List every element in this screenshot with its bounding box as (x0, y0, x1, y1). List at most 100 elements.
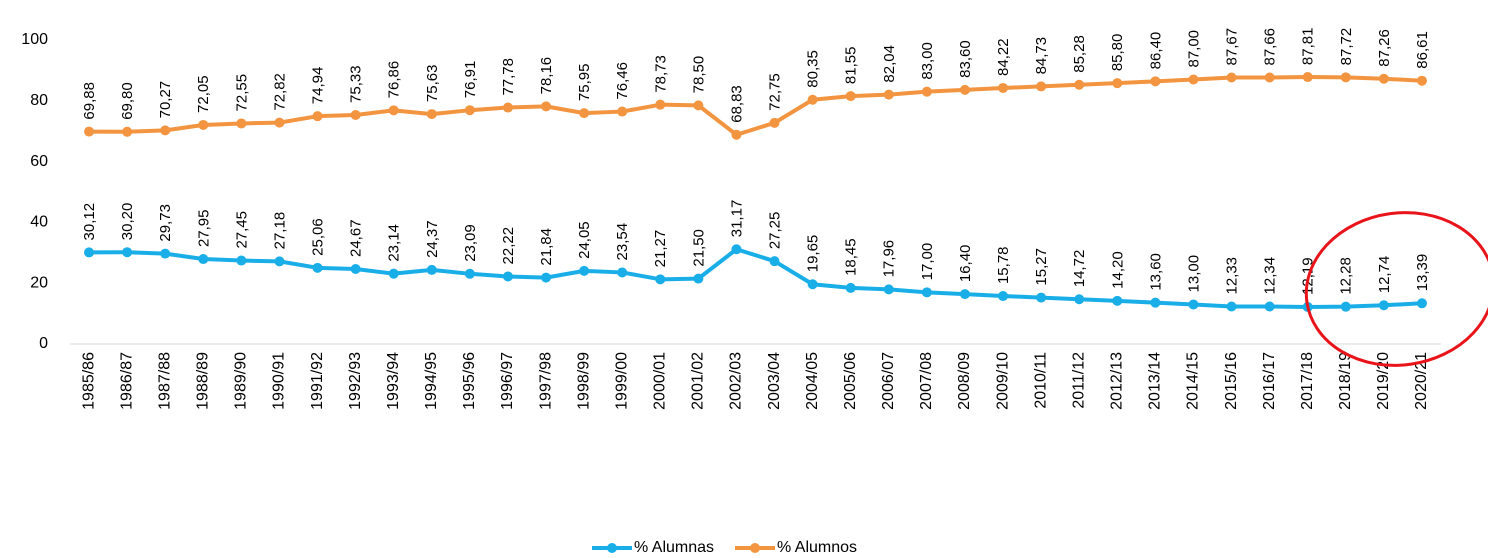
x-tick-label: 2004/05 (804, 352, 821, 410)
series-line (89, 75, 1423, 137)
point-marker (1150, 297, 1161, 308)
point-marker (807, 279, 818, 290)
value-label: 13,60 (1147, 253, 1164, 291)
point-marker (122, 126, 133, 137)
value-label: 76,46 (614, 62, 631, 100)
value-label: 30,12 (81, 203, 98, 241)
point-marker (617, 267, 628, 278)
point-marker (1036, 81, 1047, 92)
value-label: 21,27 (652, 230, 669, 268)
point-marker (1378, 73, 1389, 84)
value-label: 76,86 (386, 61, 403, 99)
value-label: 72,75 (767, 73, 784, 111)
value-label: 68,83 (728, 85, 745, 123)
value-label: 17,96 (881, 240, 898, 278)
x-tick-label: 2001/02 (690, 352, 707, 410)
value-label: 78,16 (538, 57, 555, 95)
value-label: 27,95 (195, 209, 212, 247)
x-tick-label: 2010/11 (1032, 352, 1049, 409)
point-marker (350, 264, 361, 275)
x-tick-label: 2016/17 (1261, 352, 1278, 410)
value-label: 12,74 (1376, 256, 1393, 294)
y-tick-label: 40 (30, 214, 48, 231)
x-tick-label: 2000/01 (652, 352, 669, 410)
x-tick-label: 2002/03 (728, 352, 745, 410)
x-tick-label: 2014/15 (1185, 352, 1202, 410)
value-label: 30,20 (119, 203, 136, 241)
x-tick-label: 1998/99 (575, 352, 592, 410)
point-marker (1074, 79, 1085, 90)
plot: 0 20 40 60 80 100 1985/86 1986/87 1987/88 1988/89… (21, 28, 1441, 410)
x-tick-label: 2006/07 (880, 352, 897, 410)
x-tick-label: 2003/04 (766, 352, 783, 410)
point-marker (693, 273, 704, 284)
value-label: 87,67 (1224, 28, 1241, 66)
point-marker (845, 282, 856, 293)
value-label: 23,54 (614, 223, 631, 261)
x-tick-label: 1987/88 (156, 352, 173, 410)
legend-label: % Alumnos (777, 539, 857, 556)
point-marker (388, 105, 399, 116)
value-label: 23,09 (462, 224, 479, 262)
x-tick-label: 2013/14 (1147, 352, 1164, 410)
x-tick-label: 2015/16 (1223, 352, 1240, 410)
point-marker (312, 111, 323, 122)
x-tick-label: 2011/12 (1070, 352, 1087, 409)
point-marker (1226, 301, 1237, 312)
value-label: 69,80 (119, 82, 136, 120)
point-marker (1074, 294, 1085, 305)
point-marker (1226, 72, 1237, 83)
x-tick-label: 2007/08 (918, 352, 935, 410)
value-label: 12,28 (1338, 257, 1355, 295)
point-marker (921, 86, 932, 97)
value-label: 80,35 (805, 50, 822, 88)
value-label: 27,45 (233, 211, 250, 249)
point-marker (1112, 295, 1123, 306)
x-tick-label: 2018/19 (1337, 352, 1354, 410)
value-label: 74,94 (310, 67, 327, 105)
point-marker (883, 89, 894, 100)
value-label: 14,20 (1109, 251, 1126, 289)
point-marker (998, 82, 1009, 93)
value-label: 15,78 (995, 246, 1012, 284)
value-label: 75,63 (424, 65, 441, 103)
value-label: 81,55 (843, 47, 860, 85)
value-label: 69,88 (81, 82, 98, 120)
value-label: 15,27 (1033, 248, 1050, 286)
point-marker (502, 102, 513, 113)
y-tick-label: 100 (21, 31, 48, 48)
x-tick-label: 1995/96 (461, 352, 478, 410)
x-tick-label: 1986/87 (118, 352, 135, 410)
point-marker (160, 248, 171, 259)
point-marker (731, 244, 742, 255)
x-tick-label: 2009/10 (994, 352, 1011, 410)
x-tick-label: 2017/18 (1299, 352, 1316, 410)
value-label: 83,60 (957, 40, 974, 78)
value-label: 86,61 (1414, 31, 1431, 69)
point-marker (274, 117, 285, 128)
point-marker (731, 129, 742, 140)
value-label: 77,78 (500, 58, 517, 96)
point-marker (655, 99, 666, 110)
x-tick-label: 1985/86 (80, 352, 97, 410)
point-marker (236, 118, 247, 129)
value-label: 17,00 (919, 243, 936, 281)
point-marker (160, 125, 171, 136)
point-marker (959, 84, 970, 95)
highlight-ellipse (1304, 211, 1488, 367)
value-label: 75,95 (576, 64, 593, 102)
point-marker (1416, 298, 1427, 309)
point-marker (426, 109, 437, 120)
value-label: 72,05 (195, 75, 212, 113)
point-marker (464, 268, 475, 279)
y-tick-label: 0 (39, 335, 48, 352)
value-label: 16,40 (957, 245, 974, 283)
x-tick-label: 1992/93 (347, 352, 364, 410)
value-label: 13,39 (1414, 254, 1431, 292)
point-marker (1264, 72, 1275, 83)
legend-marker (750, 543, 760, 553)
value-label: 12,34 (1262, 257, 1279, 295)
point-marker (693, 100, 704, 111)
x-tick-label: 1994/95 (423, 352, 440, 410)
value-label: 18,45 (843, 238, 860, 276)
